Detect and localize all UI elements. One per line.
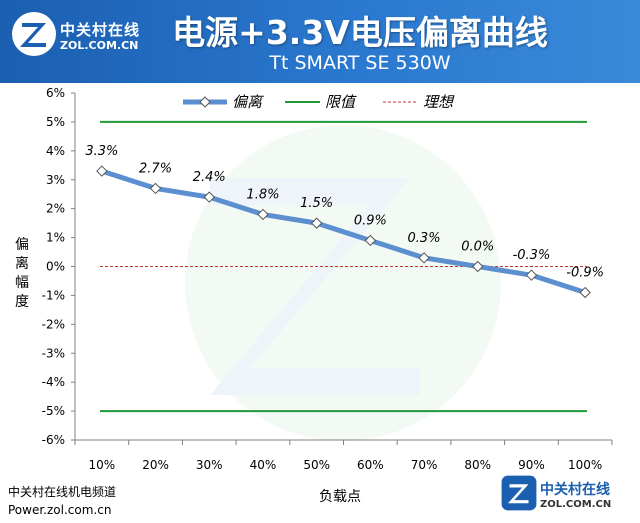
zol-watermark [185,125,501,441]
x-tick-label: 80% [464,458,491,472]
deviation-point [203,191,215,203]
y-tick-label: -2% [42,317,65,331]
legend-deviation-marker [199,96,211,108]
x-tick-label: 90% [518,458,545,472]
data-label: 0.9% [354,213,387,228]
y-axis-label-char: 幅 [15,275,29,291]
header-banner: 中关村在线 ZOL.COM.CN 电源+3.3V电压偏离曲线 Tt SMART … [0,0,640,83]
deviation-point [96,165,108,177]
x-tick-label: 70% [411,458,438,472]
deviation-series [96,165,591,299]
logo-en-text: ZOL.COM.CN [60,39,139,52]
y-axis-label-char: 离 [15,256,29,272]
data-label: 2.4% [193,170,226,185]
x-axis-ticks: 10% 20% 30% 40% 50% 60% 70% 80% 90% 100% [74,440,613,472]
deviation-point [418,252,430,264]
data-labels: 3.3% 2.7% 2.4% 1.8% 1.5% 0.9% 0.3% 0.0% -0.3% -0.… [85,144,604,280]
y-tick-label: 0% [46,260,65,274]
chart-title: 电源+3.3V电压偏离曲线 [172,13,548,52]
logo-cn-text: 中关村在线 [60,21,141,39]
deviation-point [579,286,591,299]
y-tick-label: 4% [46,144,65,158]
x-tick-label: 40% [250,458,277,472]
deviation-line [99,168,588,296]
voltage-deviation-chart: 3.3% 2.7% 2.4% 1.8% 1.5% 0.9% 0.3% 0.0% -0.3% -0.… [42,86,613,472]
brand-en-text: ZOL.COM.CN [540,499,612,510]
x-axis-label: 负载点 [319,489,361,505]
data-label: 3.3% [85,144,118,159]
y-tick-label: -5% [42,404,65,418]
data-label: 0.0% [461,240,494,255]
footer-channel: 中关村在线机电频道 [8,485,117,499]
y-tick-label: -4% [42,375,65,389]
deviation-point [310,217,323,229]
legend-ideal-label: 理想 [423,93,455,111]
y-axis-label-char: 度 [15,294,29,310]
x-tick-label: 50% [303,458,330,472]
y-tick-label: -3% [42,346,65,360]
footer-url-link[interactable]: Power.zol.com.cn [8,503,112,517]
deviation-point [364,234,377,247]
deviation-point [525,269,538,281]
zol-z-icon [12,12,56,56]
legend-deviation-label: 偏离 [232,93,264,111]
deviation-point [257,208,269,221]
y-axis-ticks: -6% -5% -4% -3% -2% -1% 0% 1% 2% 3% 4% 5% 6% [42,86,75,447]
y-axis-label-char: 偏 [15,237,29,253]
y-tick-label: 6% [46,86,65,100]
legend-limit-label: 限值 [325,93,357,111]
deviation-point [472,260,484,273]
y-tick-label: 1% [46,231,65,245]
zol-brand-z-icon [501,475,537,511]
zol-brand-logo[interactable]: 中关村在线 ZOL.COM.CN [500,474,635,519]
y-tick-label: -1% [42,288,65,302]
data-label: 0.3% [408,231,441,246]
y-tick-label: 3% [46,173,65,187]
y-tick-label: 2% [46,202,65,216]
chart-legend: 偏离 限值 理想 [183,93,455,111]
brand-cn-text: 中关村在线 [540,482,610,498]
y-tick-label: 5% [46,115,65,129]
data-label: -0.3% [513,248,551,263]
deviation-point [149,182,162,195]
x-tick-label: 60% [357,458,384,472]
y-axis-label: 偏 离 幅 度 [12,236,32,312]
chart-subtitle: Tt SMART SE 530W [269,52,451,74]
x-tick-label: 30% [196,458,223,472]
data-label: 1.5% [300,196,333,211]
data-label: 1.8% [246,187,279,202]
x-tick-label: 100% [568,458,602,472]
data-label: -0.9% [566,266,604,281]
y-tick-label: -6% [42,433,65,447]
x-tick-label: 20% [142,458,169,472]
x-tick-label: 10% [89,458,116,472]
zol-logo[interactable]: 中关村在线 ZOL.COM.CN [10,10,139,60]
reference-lines [100,120,587,413]
data-label: 2.7% [139,161,172,176]
